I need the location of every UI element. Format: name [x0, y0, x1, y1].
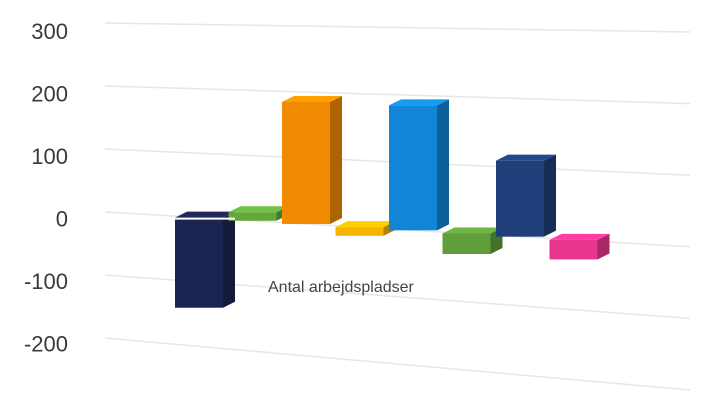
bar-side — [544, 154, 556, 237]
bar-side — [330, 95, 342, 224]
y-tick-label: -200 — [24, 332, 68, 357]
y-tick-label: 100 — [31, 144, 68, 169]
bar — [389, 99, 449, 231]
bar-front — [335, 227, 384, 236]
bar-front — [228, 212, 277, 221]
bar-top — [389, 99, 449, 106]
bar-top — [442, 227, 503, 234]
y-tick-label: 0 — [56, 207, 68, 232]
bar-top — [549, 233, 610, 240]
bar-top — [175, 211, 235, 218]
y-tick-label: 200 — [31, 82, 68, 107]
bar-side — [223, 211, 235, 308]
bar-side — [597, 233, 610, 260]
y-tick-label: -100 — [24, 269, 68, 294]
bar-front — [496, 160, 544, 237]
bar — [335, 221, 396, 236]
y-axis-ticks: 300 200 100 0 -100 -200 — [24, 19, 68, 357]
gridline — [104, 337, 691, 391]
bar — [175, 211, 235, 308]
bar-side — [437, 99, 449, 231]
bar-top — [282, 95, 342, 102]
gridline — [104, 22, 691, 33]
gridline — [104, 85, 691, 105]
bar-top — [335, 221, 396, 228]
category-label: Antal arbejdspladser — [268, 279, 415, 296]
bar-top — [228, 206, 289, 213]
bar — [442, 227, 503, 254]
y-tick-label: 300 — [31, 19, 68, 44]
bar-front — [549, 239, 598, 260]
bar — [282, 95, 342, 224]
bar-front — [175, 217, 223, 308]
bar-front — [282, 101, 330, 224]
bar — [496, 154, 556, 237]
bar-top — [496, 154, 556, 161]
bar — [228, 206, 289, 221]
bar-front — [442, 233, 491, 254]
bars — [175, 95, 610, 308]
bar-front — [389, 105, 437, 231]
bar — [549, 233, 610, 260]
